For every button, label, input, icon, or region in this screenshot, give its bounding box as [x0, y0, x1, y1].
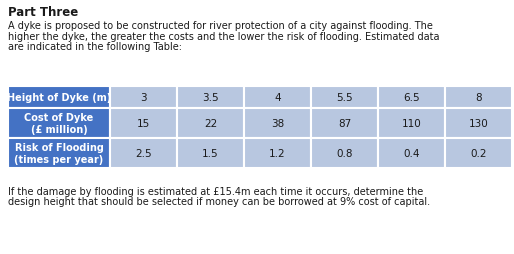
Text: 15: 15 — [137, 119, 150, 129]
Text: 87: 87 — [338, 119, 351, 129]
Text: 130: 130 — [469, 119, 488, 129]
Bar — [311, 108, 378, 138]
Bar — [244, 87, 311, 108]
Bar — [177, 108, 244, 138]
Text: 1.2: 1.2 — [269, 148, 286, 158]
Text: are indicated in the following Table:: are indicated in the following Table: — [8, 42, 182, 52]
Text: 0.4: 0.4 — [403, 148, 420, 158]
Bar — [378, 87, 445, 108]
Bar — [311, 138, 378, 168]
Bar — [8, 138, 110, 168]
Bar — [311, 87, 378, 108]
Text: 38: 38 — [271, 119, 284, 129]
Bar — [244, 138, 311, 168]
Bar — [8, 87, 110, 108]
Bar — [445, 138, 512, 168]
Text: higher the dyke, the greater the costs and the lower the risk of flooding. Estim: higher the dyke, the greater the costs a… — [8, 31, 439, 41]
Text: design height that should be selected if money can be borrowed at 9% cost of cap: design height that should be selected if… — [8, 197, 430, 207]
Text: 3: 3 — [140, 93, 147, 103]
Text: 22: 22 — [204, 119, 217, 129]
Text: Height of Dyke (m): Height of Dyke (m) — [7, 93, 111, 103]
Bar — [110, 108, 177, 138]
Text: Cost of Dyke
(£ million): Cost of Dyke (£ million) — [24, 112, 94, 135]
Bar — [378, 138, 445, 168]
Text: 0.2: 0.2 — [470, 148, 487, 158]
Text: 4: 4 — [274, 93, 281, 103]
Bar — [445, 108, 512, 138]
Text: 3.5: 3.5 — [202, 93, 219, 103]
Text: If the damage by flooding is estimated at £15.4m each time it occurs, determine : If the damage by flooding is estimated a… — [8, 186, 423, 196]
Bar — [378, 108, 445, 138]
Text: 1.5: 1.5 — [202, 148, 219, 158]
Bar — [244, 108, 311, 138]
Text: 5.5: 5.5 — [336, 93, 353, 103]
Bar — [177, 138, 244, 168]
Bar — [110, 138, 177, 168]
Text: A dyke is proposed to be constructed for river protection of a city against floo: A dyke is proposed to be constructed for… — [8, 21, 433, 31]
Text: Part Three: Part Three — [8, 6, 78, 19]
Bar — [8, 108, 110, 138]
Text: 2.5: 2.5 — [135, 148, 152, 158]
Text: 110: 110 — [401, 119, 421, 129]
Bar — [177, 87, 244, 108]
Text: Risk of Flooding
(times per year): Risk of Flooding (times per year) — [14, 142, 104, 165]
Bar — [445, 87, 512, 108]
Bar — [110, 87, 177, 108]
Text: 8: 8 — [475, 93, 482, 103]
Text: 6.5: 6.5 — [403, 93, 420, 103]
Text: 0.8: 0.8 — [336, 148, 353, 158]
